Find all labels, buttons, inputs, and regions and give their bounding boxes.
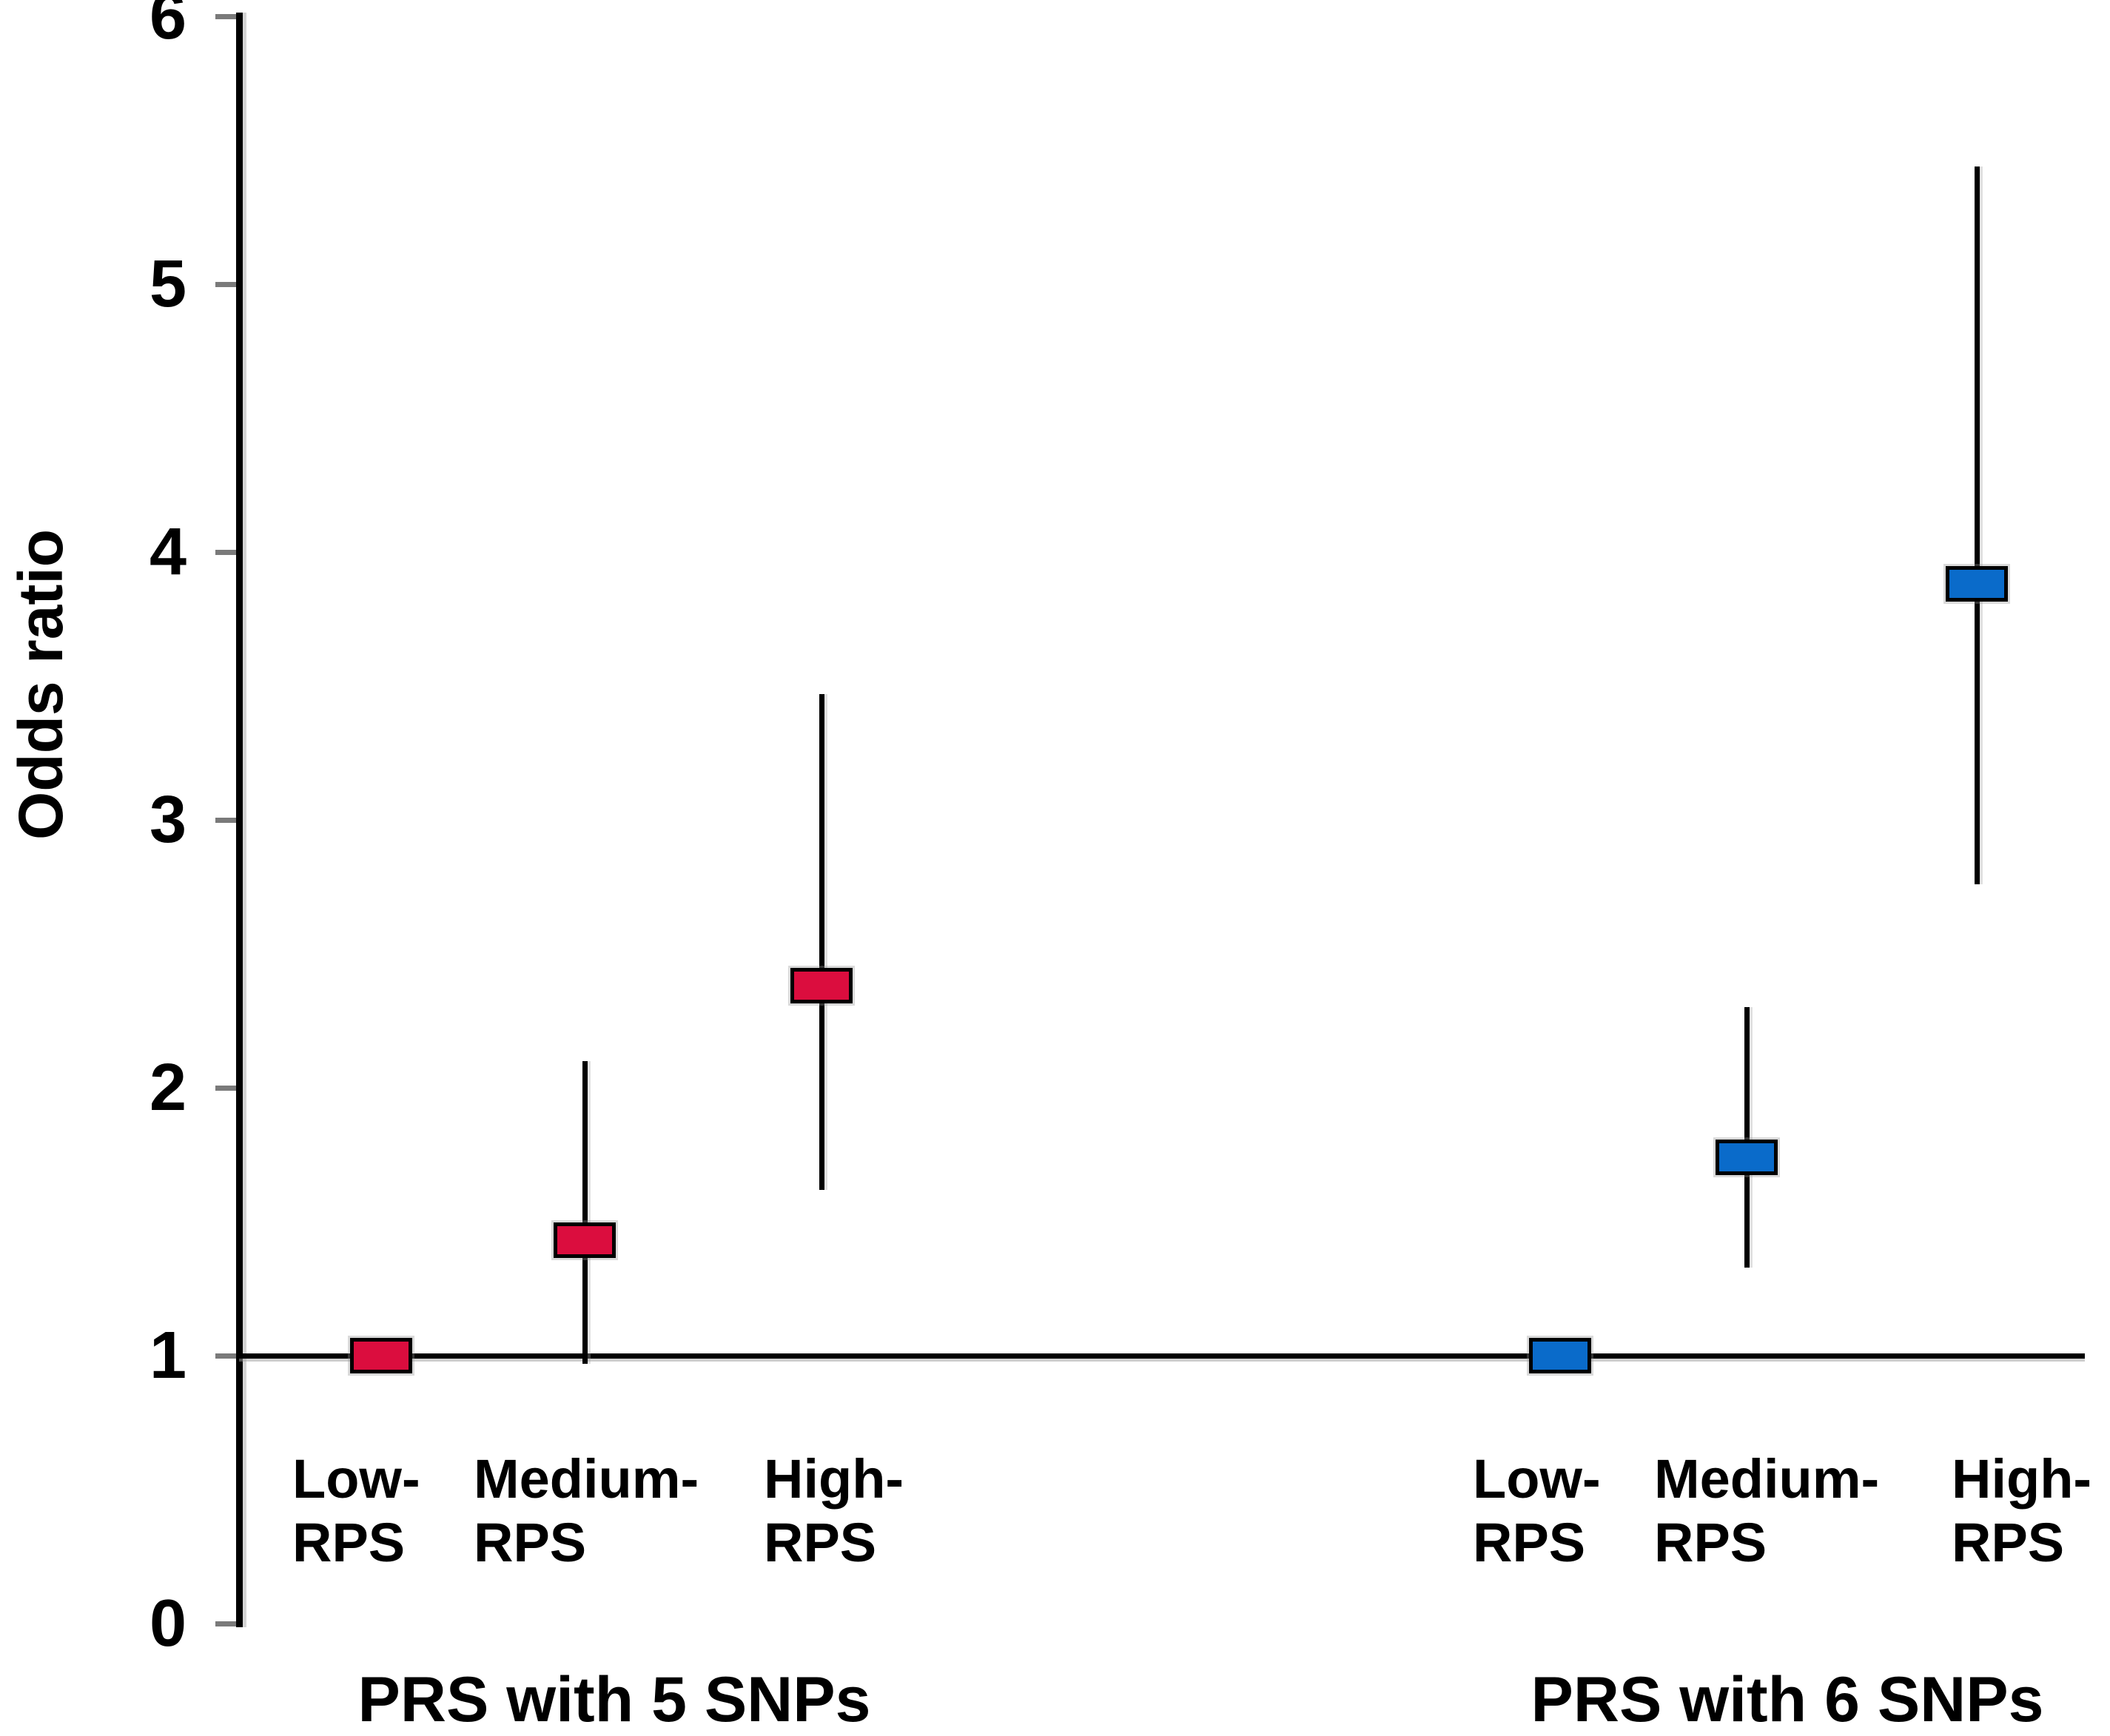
category-label: Low- RPS	[1473, 1448, 1601, 1573]
reference-line-or-1	[239, 1353, 2085, 1359]
y-tick-label: 6	[149, 0, 187, 53]
y-tick-label: 1	[149, 1319, 187, 1393]
group-title-prs-6-snps: PRS with 6 SNPs	[1531, 1664, 2044, 1735]
category-label: High- RPS	[1952, 1448, 2092, 1573]
category-label: High- RPS	[764, 1448, 904, 1573]
y-tick	[215, 818, 236, 823]
y-tick-label: 5	[149, 247, 187, 321]
y-tick	[215, 1086, 236, 1091]
or-marker-box	[554, 1222, 616, 1259]
ci-error-bar	[582, 1060, 588, 1364]
y-tick	[215, 1353, 236, 1359]
or-marker-box	[1946, 566, 2008, 602]
or-marker-box	[1529, 1338, 1591, 1373]
y-tick	[215, 1621, 236, 1626]
y-tick	[215, 282, 236, 287]
category-label: Low- RPS	[292, 1448, 420, 1573]
y-tick	[215, 14, 236, 19]
or-marker-box	[350, 1338, 412, 1373]
y-tick-label: 2	[149, 1051, 187, 1125]
y-axis-line	[236, 13, 243, 1627]
category-label: Medium- RPS	[474, 1448, 699, 1573]
or-marker-box	[790, 968, 853, 1004]
ci-error-bar	[1744, 1007, 1750, 1268]
y-axis-title: Odds ratio	[6, 528, 75, 841]
y-tick-label: 4	[149, 515, 187, 589]
y-tick-label: 0	[149, 1587, 187, 1661]
or-marker-box	[1716, 1140, 1778, 1176]
ci-error-bar	[819, 693, 824, 1190]
ci-error-bar	[1975, 166, 1980, 884]
group-title-prs-5-snps: PRS with 5 SNPs	[357, 1664, 871, 1735]
y-tick	[215, 550, 236, 555]
y-tick-label: 3	[149, 783, 187, 857]
category-label: Medium- RPS	[1654, 1448, 1880, 1573]
